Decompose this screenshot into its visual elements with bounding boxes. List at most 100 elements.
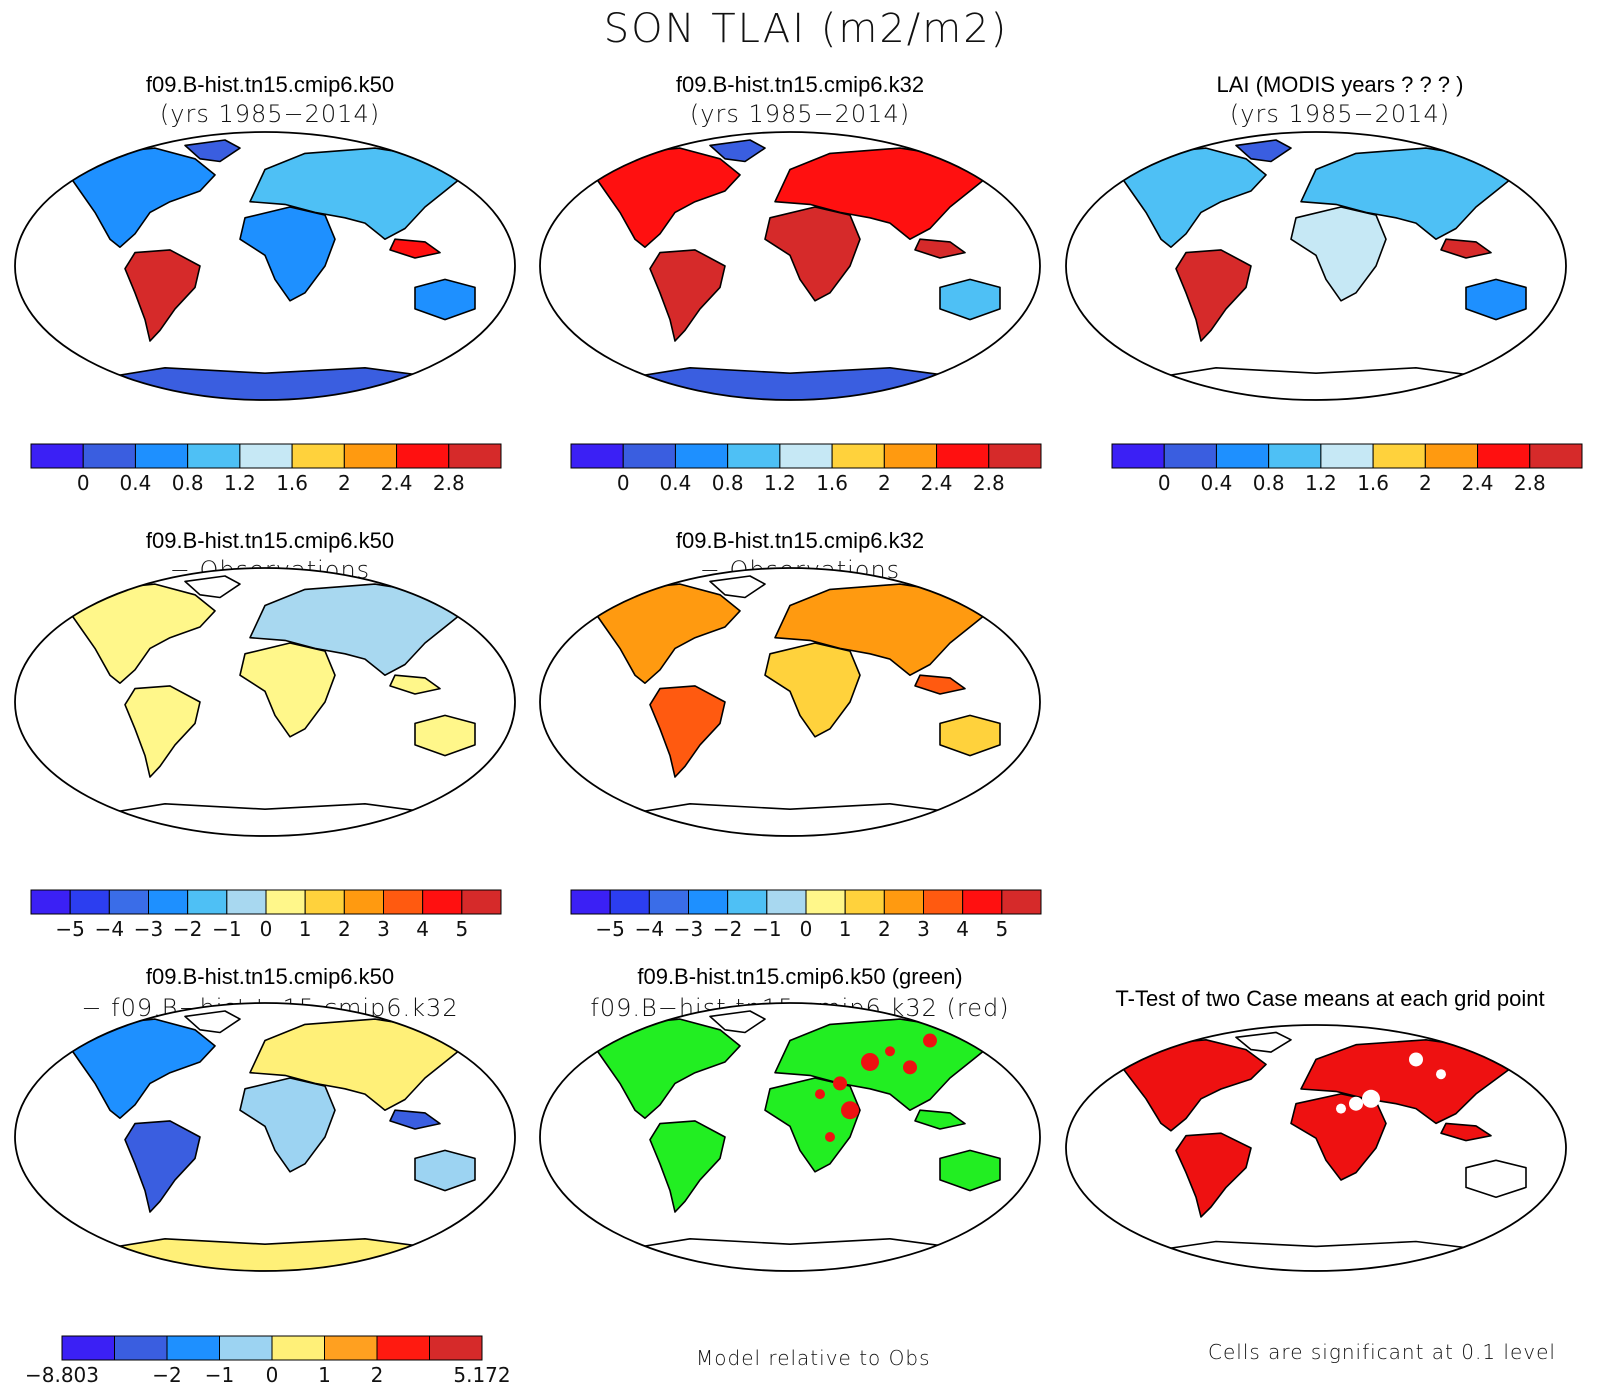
colorbar-swatch <box>219 1335 273 1361</box>
continent-seasia <box>914 1109 966 1130</box>
colorbar-swatch <box>831 443 885 469</box>
map-border <box>14 131 516 401</box>
colorbar-tick-label: −1 <box>212 917 241 941</box>
colorbar-tick-label: 2.4 <box>1462 471 1494 495</box>
colorbar-tick-label: −4 <box>95 917 124 941</box>
colorbar-case-diff: −8.803 −2 −1 0 1 2 5.172 <box>25 1335 511 1385</box>
colorbar-tick-label: −5 <box>55 917 84 941</box>
colorbar-swatch <box>69 889 110 915</box>
colorbar-tick-label: 5.172 <box>453 1363 510 1385</box>
continent-samerica <box>124 685 201 778</box>
colorbar-tick-label: 2 <box>338 917 351 941</box>
panel-3-subtitle: (yrs 1985−2014) <box>1229 100 1451 128</box>
colorbar-swatch <box>383 889 424 915</box>
colorbar-tick-label: 1.2 <box>1305 471 1337 495</box>
map-abs_obs <box>1065 131 1567 401</box>
map-abs_model2 <box>539 131 1041 401</box>
colorbar-tick-label: 2.4 <box>381 471 413 495</box>
colorbar-swatch <box>988 443 1042 469</box>
panel-8-title: f09.B-hist.tn15.cmip6.k50 (green) <box>637 964 963 989</box>
continent-namerica <box>589 1018 741 1119</box>
colorbar-swatch <box>82 443 136 469</box>
colorbar-swatch <box>570 443 624 469</box>
colorbar-swatch <box>766 889 807 915</box>
continent-eurasia <box>774 583 991 677</box>
continent-namerica <box>64 1018 216 1119</box>
colorbar-tick-label: 4 <box>956 917 969 941</box>
significance-speckle <box>815 1089 825 1100</box>
continent-namerica <box>589 147 741 248</box>
colorbar-swatch <box>1477 443 1531 469</box>
significance-speckle <box>923 1033 937 1048</box>
continent-namerica <box>64 583 216 685</box>
colorbar-swatch <box>1111 443 1165 469</box>
colorbar-tick-label: 1 <box>318 1363 331 1385</box>
significance-speckle <box>903 1060 917 1075</box>
continent-australia <box>1465 278 1527 321</box>
colorbar-swatch <box>1268 443 1322 469</box>
significance-speckle <box>1409 1052 1423 1067</box>
continent-australia <box>414 1149 476 1192</box>
colorbar-swatch <box>648 889 689 915</box>
colorbar-tick-label: 2 <box>878 471 891 495</box>
colorbar-swatch <box>779 443 833 469</box>
continent-samerica <box>649 685 726 778</box>
colorbar-swatch <box>622 443 676 469</box>
colorbar-swatch <box>1320 443 1374 469</box>
colorbar-tick-label: 1.6 <box>816 471 848 495</box>
colorbar-tick-label: −3 <box>674 917 703 941</box>
colorbar-tick-label: 2.8 <box>433 471 465 495</box>
panel-3-title: LAI (MODIS years ? ? ? ) <box>1216 72 1464 97</box>
map-border <box>539 1002 1041 1272</box>
continent-seasia <box>914 238 966 259</box>
continent-eurasia <box>249 583 466 677</box>
significance-speckle <box>1487 1163 1505 1182</box>
map-border <box>1065 1024 1567 1272</box>
colorbar-tick-label: −2 <box>173 917 202 941</box>
map-diff_model1_model2 <box>14 1002 516 1272</box>
significance-speckle <box>885 1046 895 1057</box>
colorbar-swatch <box>727 443 781 469</box>
continent-namerica <box>1115 147 1267 248</box>
colorbar-tick-label: 0.8 <box>172 471 204 495</box>
continent-eurasia <box>249 1018 466 1111</box>
map-diff_model2_obs <box>539 567 1041 837</box>
colorbar-swatch <box>429 1335 483 1361</box>
colorbar-swatch <box>727 889 768 915</box>
colorbar-swatch <box>30 443 84 469</box>
colorbar-tick-label: 1.2 <box>764 471 796 495</box>
colorbar-tick-label: 2 <box>878 917 891 941</box>
continent-eurasia <box>249 147 466 240</box>
colorbar-swatch <box>148 889 189 915</box>
colorbar-swatch <box>1001 889 1042 915</box>
continent-seasia <box>389 238 441 259</box>
colorbar-tick-label: −4 <box>635 917 664 941</box>
colorbar-tick-label: 0.4 <box>120 471 152 495</box>
colorbar-abs-1: 0 0.4 0.8 1.2 1.6 2 2.4 2.8 <box>30 443 502 495</box>
colorbar-tick-label: 0.4 <box>1201 471 1233 495</box>
colorbar-swatch <box>844 889 885 915</box>
colorbar-tick-label: −1 <box>752 917 781 941</box>
continent-seasia <box>1440 238 1492 259</box>
colorbar-tick-label: 2 <box>1419 471 1432 495</box>
colorbar-tick-label: −2 <box>713 917 742 941</box>
continent-greenland <box>184 139 241 163</box>
panel-9-footnote: Cells are significant at 0.1 level <box>1208 1340 1556 1364</box>
continent-samerica <box>1175 1132 1252 1218</box>
continent-samerica <box>124 1120 201 1213</box>
colorbar-swatch <box>61 1335 115 1361</box>
continent-greenland <box>709 139 766 163</box>
colorbar-diff-1: −5 −4 −3 −2 −1 0 1 2 3 4 5 <box>30 889 502 941</box>
continent-samerica <box>649 1120 726 1213</box>
colorbar-tick-label: 1.2 <box>224 471 256 495</box>
colorbar-tick-label: 0 <box>266 1363 279 1385</box>
continent-namerica <box>64 147 216 248</box>
colorbar-swatch <box>570 889 611 915</box>
colorbar-swatch <box>343 443 398 469</box>
continent-greenland <box>1235 1031 1292 1053</box>
colorbar-swatch <box>30 889 71 915</box>
colorbar-tick-label: −5 <box>595 917 624 941</box>
colorbar-tick-label: 0 <box>1158 471 1171 495</box>
continent-greenland <box>709 1010 766 1034</box>
colorbar-swatch <box>936 443 990 469</box>
